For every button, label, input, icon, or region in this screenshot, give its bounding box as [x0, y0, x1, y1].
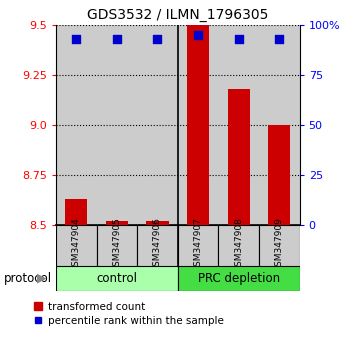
Bar — [56, 266, 178, 291]
Text: GSM347909: GSM347909 — [275, 217, 284, 272]
Point — [195, 32, 201, 38]
Bar — [218, 25, 259, 225]
Bar — [97, 25, 137, 225]
Bar — [178, 266, 300, 291]
Bar — [178, 225, 218, 266]
Point — [73, 36, 79, 42]
Bar — [178, 25, 218, 225]
Bar — [56, 225, 97, 266]
Bar — [97, 225, 137, 266]
Title: GDS3532 / ILMN_1796305: GDS3532 / ILMN_1796305 — [87, 8, 269, 22]
Bar — [187, 25, 209, 225]
Text: GSM347906: GSM347906 — [153, 217, 162, 272]
Text: GSM347904: GSM347904 — [72, 217, 81, 272]
Bar — [56, 25, 97, 225]
Bar — [137, 225, 178, 266]
Point — [236, 36, 242, 42]
Bar — [268, 125, 291, 225]
Text: GSM347907: GSM347907 — [193, 217, 203, 272]
Point — [114, 36, 120, 42]
Text: protocol: protocol — [4, 272, 52, 285]
Bar — [146, 221, 169, 225]
Point — [277, 36, 282, 42]
Text: GSM347908: GSM347908 — [234, 217, 243, 272]
Text: control: control — [96, 272, 138, 285]
Bar — [259, 225, 300, 266]
Bar — [227, 89, 250, 225]
Bar — [218, 225, 259, 266]
Text: PRC depletion: PRC depletion — [198, 272, 280, 285]
Legend: transformed count, percentile rank within the sample: transformed count, percentile rank withi… — [34, 302, 223, 326]
Bar — [137, 25, 178, 225]
Bar — [65, 199, 87, 225]
Text: ▶: ▶ — [37, 272, 46, 285]
Point — [155, 36, 160, 42]
Text: GSM347905: GSM347905 — [112, 217, 121, 272]
Bar — [106, 221, 128, 225]
Bar — [259, 25, 300, 225]
